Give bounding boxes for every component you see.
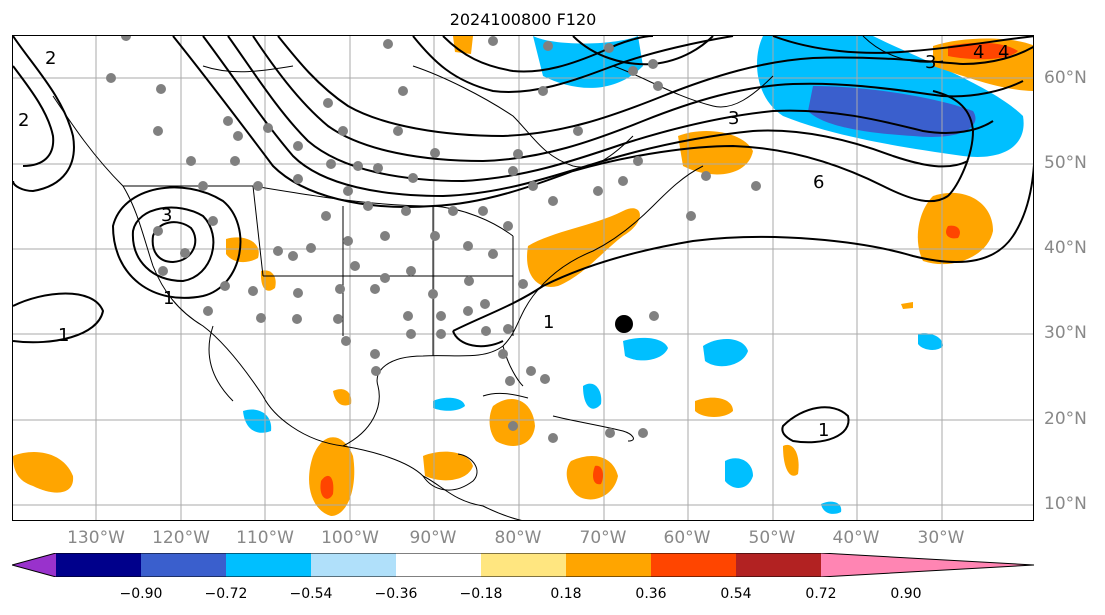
colorbar-swatch [566,553,651,577]
contour-label: 4 [998,42,1009,63]
contour-lines [13,36,1033,444]
lat-label: 20°N [1044,409,1087,429]
colorbar-swatch [736,553,821,577]
colorbar-swatch [311,553,396,577]
colorbar-tick: −0.18 [459,586,503,602]
lon-label: 60°W [663,528,711,548]
lon-label: 100°W [321,528,379,548]
colorbar-swatch [821,553,1034,577]
lon-label: 40°W [832,528,880,548]
contour-label: 2 [18,110,29,131]
colorbar-swatch [651,553,736,577]
colorbar [12,553,1035,577]
colorbar-swatch [56,553,141,577]
colorbar-tick: 0.18 [550,586,582,602]
colorbar-swatch [481,553,566,577]
colorbar-tick: 0.72 [805,586,837,602]
contour-label: 1 [818,420,829,441]
lon-label: 30°W [917,528,965,548]
contour-label: 1 [543,312,554,333]
colorbar-tick: −0.54 [289,586,333,602]
colorbar-tick: 0.54 [720,586,752,602]
lon-label: 110°W [236,528,294,548]
lat-label: 50°N [1044,153,1087,173]
contour-label: 3 [728,108,739,129]
colorbar-swatch [396,553,481,577]
contour-label: 3 [161,205,172,226]
colorbar-swatch [226,553,311,577]
map-title: 2024100800 F120 [449,10,597,29]
colorbar-tick: −0.90 [119,586,163,602]
colorbar-tick: 0.36 [635,586,667,602]
contour-label: 1 [163,288,174,309]
colorbar-swatch [12,553,56,577]
colorbar-tick: 0.90 [890,586,922,602]
colorbar-swatch [141,553,226,577]
shaded-fields [13,36,1033,516]
contour-label: 2 [45,48,56,69]
contour-label: 1 [58,325,69,346]
colorbar-tick: −0.72 [204,586,248,602]
map-canvas: 2 2 1 3 6 3 4 1 1 3 4 1 [13,36,1033,520]
contour-label: 6 [813,172,824,193]
contour-label: 3 [925,52,936,73]
graticule [13,36,1033,520]
lon-label: 50°W [748,528,796,548]
storm-center-marker [615,315,633,333]
map-panel: 2 2 1 3 6 3 4 1 1 3 4 1 [12,35,1034,521]
lat-label: 30°N [1044,323,1087,343]
lon-label: 120°W [152,528,210,548]
lon-label: 90°W [409,528,457,548]
lon-label: 70°W [579,528,627,548]
lat-label: 60°N [1044,68,1087,88]
lon-label: 130°W [67,528,125,548]
contour-labels: 2 2 1 3 6 3 4 1 1 3 4 1 [18,42,1009,441]
contour-label: 4 [973,42,984,63]
colorbar-tick: −0.36 [374,586,418,602]
lon-label: 80°W [494,528,542,548]
station-dots [106,36,761,443]
lat-label: 40°N [1044,238,1087,258]
lat-label: 10°N [1044,494,1087,514]
